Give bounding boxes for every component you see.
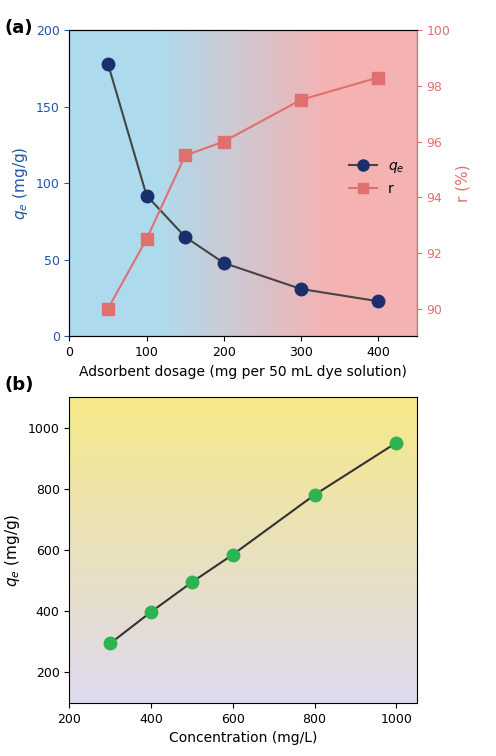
Y-axis label: $q_e$ (mg/g): $q_e$ (mg/g) (11, 147, 30, 220)
X-axis label: Adsorbent dosage (mg per 50 mL dye solution): Adsorbent dosage (mg per 50 mL dye solut… (79, 364, 407, 379)
Y-axis label: r (%): r (%) (456, 165, 471, 202)
Legend: $q_e$, r: $q_e$, r (343, 153, 410, 201)
Text: (a): (a) (5, 19, 33, 37)
Y-axis label: $q_e$ (mg/g): $q_e$ (mg/g) (3, 513, 22, 587)
X-axis label: Concentration (mg/L): Concentration (mg/L) (169, 731, 317, 745)
Text: (b): (b) (5, 376, 34, 395)
